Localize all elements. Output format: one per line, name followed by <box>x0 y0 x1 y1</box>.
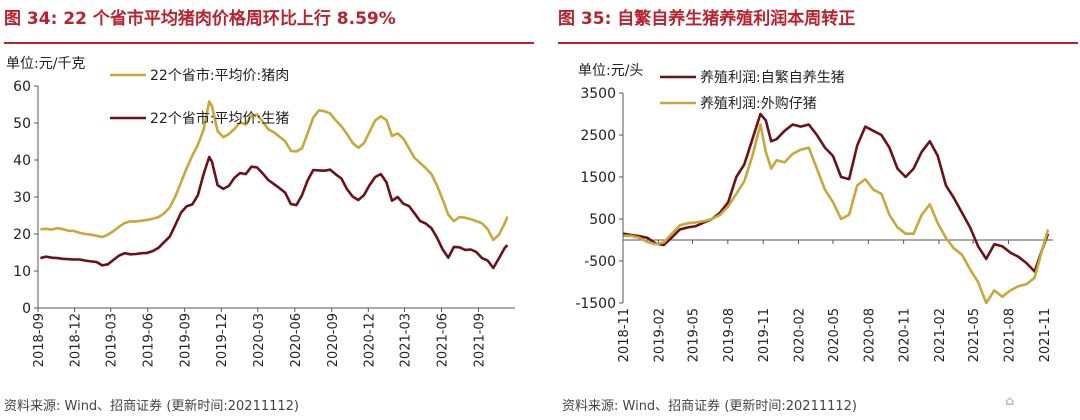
watermark-logo: ⌂ <box>1005 394 1015 409</box>
x-tick-label: 2019-11 <box>757 308 772 362</box>
x-tick-label: 2020-08 <box>862 308 877 362</box>
y-tick-label: 500 <box>589 212 616 228</box>
left-title-rule <box>4 42 534 44</box>
right-title-rule <box>558 42 1078 44</box>
x-tick-label: 2020-11 <box>898 308 913 362</box>
x-tick-label: 2019-03 <box>105 313 120 367</box>
x-tick-label: 2019-05 <box>686 308 701 362</box>
y-tick-label: 3500 <box>580 86 616 102</box>
x-tick-label: 2020-05 <box>827 308 842 362</box>
x-tick-label: 2020-02 <box>792 308 807 362</box>
y-tick-label: 40 <box>13 153 31 169</box>
x-tick-label: 2020-03 <box>252 313 267 367</box>
series-line <box>40 100 509 242</box>
x-tick-label: 2021-06 <box>435 313 450 367</box>
right-source-note: 资料来源: Wind、招商证券 (更新时间:20211112) <box>562 399 858 414</box>
y-unit-label: 单位:元/千克 <box>6 56 85 72</box>
x-tick-label: 2020-06 <box>289 313 304 367</box>
x-tick-label: 2018-12 <box>69 313 84 367</box>
y-tick-label: 10 <box>13 264 31 280</box>
x-tick-label: 2019-08 <box>722 308 737 362</box>
x-tick-label: 2021-08 <box>1002 308 1017 362</box>
right-chart-title: 图 35: 自繁自养生猪养殖利润本周转正 <box>558 9 856 29</box>
x-tick-label: 2021-05 <box>967 308 982 362</box>
legend-label: 养殖利润:外购仔猪 <box>700 95 817 112</box>
legend-label: 养殖利润:自繁自养生猪 <box>700 69 845 86</box>
x-tick-label: 2020-09 <box>326 313 341 367</box>
series-line <box>623 123 1050 305</box>
left-source-note: 资料来源: Wind、招商证券 (更新时间:20211112) <box>4 399 300 414</box>
right-chart: 单位:元/头 -1500 -500 500 1500 2500 3500 2018-11 201… <box>575 63 1053 362</box>
x-tick-label: 2021-09 <box>472 313 487 367</box>
left-chart-title: 图 34: 22 个省市平均猪肉价格周环比上行 8.59% <box>4 9 396 29</box>
x-tick-label: 2021-03 <box>398 313 413 367</box>
x-tick-label: 2018-11 <box>617 308 632 362</box>
y-tick-label: 0 <box>22 301 31 317</box>
y-unit-label: 单位:元/头 <box>578 63 643 79</box>
y-tick-label: 1500 <box>580 170 616 186</box>
x-tick-label: 2018-09 <box>32 313 47 367</box>
x-tick-label: 2019-12 <box>215 313 230 367</box>
legend-label: 22个省市:平均价:猪肉 <box>150 67 289 84</box>
x-tick-label: 2020-12 <box>362 313 377 367</box>
series-line <box>623 112 1050 273</box>
y-tick-label: -500 <box>584 254 616 270</box>
x-tick-label: 2019-06 <box>142 313 157 367</box>
y-tick-label: 30 <box>13 190 31 206</box>
left-chart: 单位:元/千克 0 10 20 30 40 50 60 2018-09 2018-12 2019-0… <box>6 56 515 367</box>
x-tick-label: 2019-09 <box>179 313 194 367</box>
y-tick-label: -1500 <box>575 296 616 312</box>
legend-label: 22个省市:平均价:生猪 <box>150 110 289 127</box>
y-tick-label: 20 <box>13 227 31 243</box>
x-tick-label: 2021-11 <box>1038 308 1053 362</box>
y-tick-label: 60 <box>13 79 31 95</box>
series-line <box>40 155 509 270</box>
x-tick-label: 2019-02 <box>652 308 667 362</box>
x-tick-label: 2021-02 <box>933 308 948 362</box>
y-tick-label: 2500 <box>580 128 616 144</box>
y-tick-label: 50 <box>13 116 31 132</box>
